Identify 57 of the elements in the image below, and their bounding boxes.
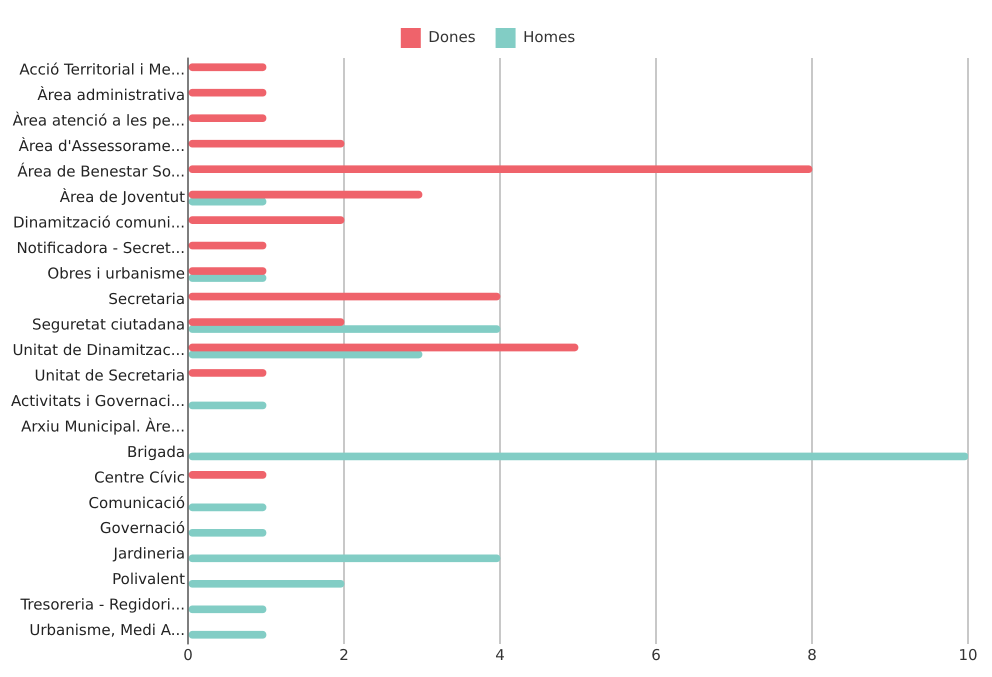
y-tick-label: Governació	[100, 519, 186, 538]
bar	[188, 580, 344, 588]
bar	[188, 630, 266, 639]
y-tick-label: Àrea atenció a les pe...	[12, 112, 186, 130]
y-tick-label: Unitat de Dinamitzac...	[12, 340, 186, 359]
bar	[188, 452, 968, 460]
bar	[188, 114, 266, 122]
bar	[188, 190, 422, 198]
x-tick-label: 6	[651, 646, 661, 664]
x-tick-label: 10	[958, 646, 978, 664]
y-tick-label: Notificadora - Secret...	[16, 238, 186, 257]
bar	[188, 165, 812, 173]
y-tick-label: Àrea d'Assessorame...	[18, 137, 186, 156]
y-tick-label: Jardineria	[112, 544, 186, 563]
bar	[188, 63, 266, 72]
y-tick-label: Tresoreria - Regidori...	[19, 596, 186, 614]
bar	[188, 471, 266, 479]
bar	[188, 88, 266, 97]
x-tick-label: 2	[339, 646, 349, 664]
bar	[188, 344, 578, 352]
y-tick-label: Dinamització comuni...	[13, 214, 186, 232]
x-tick-label: 0	[183, 646, 193, 664]
legend-label: Homes	[523, 28, 576, 46]
bar	[188, 267, 266, 275]
y-tick-label: Seguretat ciutadana	[32, 315, 186, 334]
bar	[188, 529, 266, 537]
bar	[188, 325, 500, 333]
x-tick-label: 8	[807, 646, 817, 664]
y-tick-label: Brigada	[126, 442, 186, 461]
y-tick-label: Comunicació	[88, 494, 186, 512]
bar	[188, 350, 422, 358]
bar	[188, 318, 344, 326]
y-tick-label: Unitat de Secretaria	[34, 366, 186, 384]
y-tick-label: Obres i urbanisme	[47, 264, 186, 282]
y-tick-label: Secretaria	[108, 290, 186, 308]
y-tick-label: Urbanisme, Medi A...	[29, 621, 186, 640]
y-tick-label: Activitats i Governaci...	[10, 392, 186, 410]
bar	[188, 369, 266, 377]
legend-label: Dones	[428, 28, 476, 46]
y-tick-label: Arxiu Municipal. Àre...	[21, 417, 186, 436]
bar	[188, 198, 266, 206]
y-tick-label: Acció Territorial i Me...	[19, 60, 186, 79]
bar	[188, 292, 500, 300]
bar	[188, 504, 266, 512]
bar	[188, 402, 266, 410]
bar	[188, 140, 344, 148]
bar	[188, 554, 500, 562]
bar	[188, 274, 266, 282]
y-tick-label: Àrea de Joventut	[60, 188, 186, 206]
y-tick-label: Polivalent	[112, 570, 186, 588]
y-tick-label: Centre Cívic	[94, 468, 186, 486]
y-tick-label: Àrea administrativa	[37, 86, 186, 104]
y-tick-label: Área de Benestar So...	[17, 162, 186, 181]
bar	[188, 216, 344, 224]
x-tick-label: 4	[495, 646, 505, 664]
bar	[188, 242, 266, 250]
bar	[188, 605, 266, 614]
